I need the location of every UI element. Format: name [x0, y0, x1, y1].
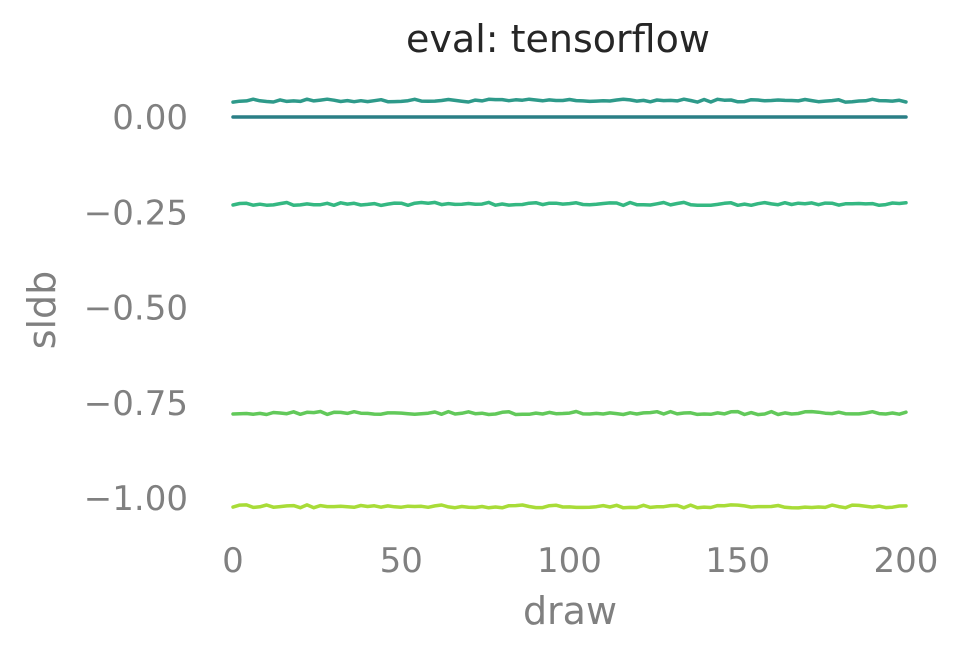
x-tick-label: 0	[222, 541, 244, 581]
x-axis-label: draw	[523, 589, 617, 633]
chart-title: eval: tensorflow	[406, 17, 710, 61]
x-tick-label: 50	[380, 541, 423, 581]
y-tick-label: 0.00	[112, 98, 188, 138]
x-tick-label: 200	[874, 541, 939, 581]
y-tick-label: −0.25	[84, 193, 188, 233]
x-tick-label: 150	[705, 541, 770, 581]
y-axis-label: sldb	[20, 271, 64, 350]
series-line-3	[231, 200, 908, 208]
y-tick-label: −0.50	[84, 289, 188, 329]
series-line-1	[231, 97, 908, 104]
series-line-4	[231, 409, 908, 417]
x-axis-ticks: 0 50 100 150 200	[222, 541, 938, 581]
series-line-5	[231, 503, 908, 510]
y-tick-label: −0.75	[84, 384, 188, 424]
y-axis-ticks: 0.00 −0.25 −0.50 −0.75 −1.00	[84, 98, 188, 519]
x-tick-label: 100	[537, 541, 602, 581]
y-tick-label: −1.00	[84, 479, 188, 519]
plot-area	[231, 97, 908, 510]
